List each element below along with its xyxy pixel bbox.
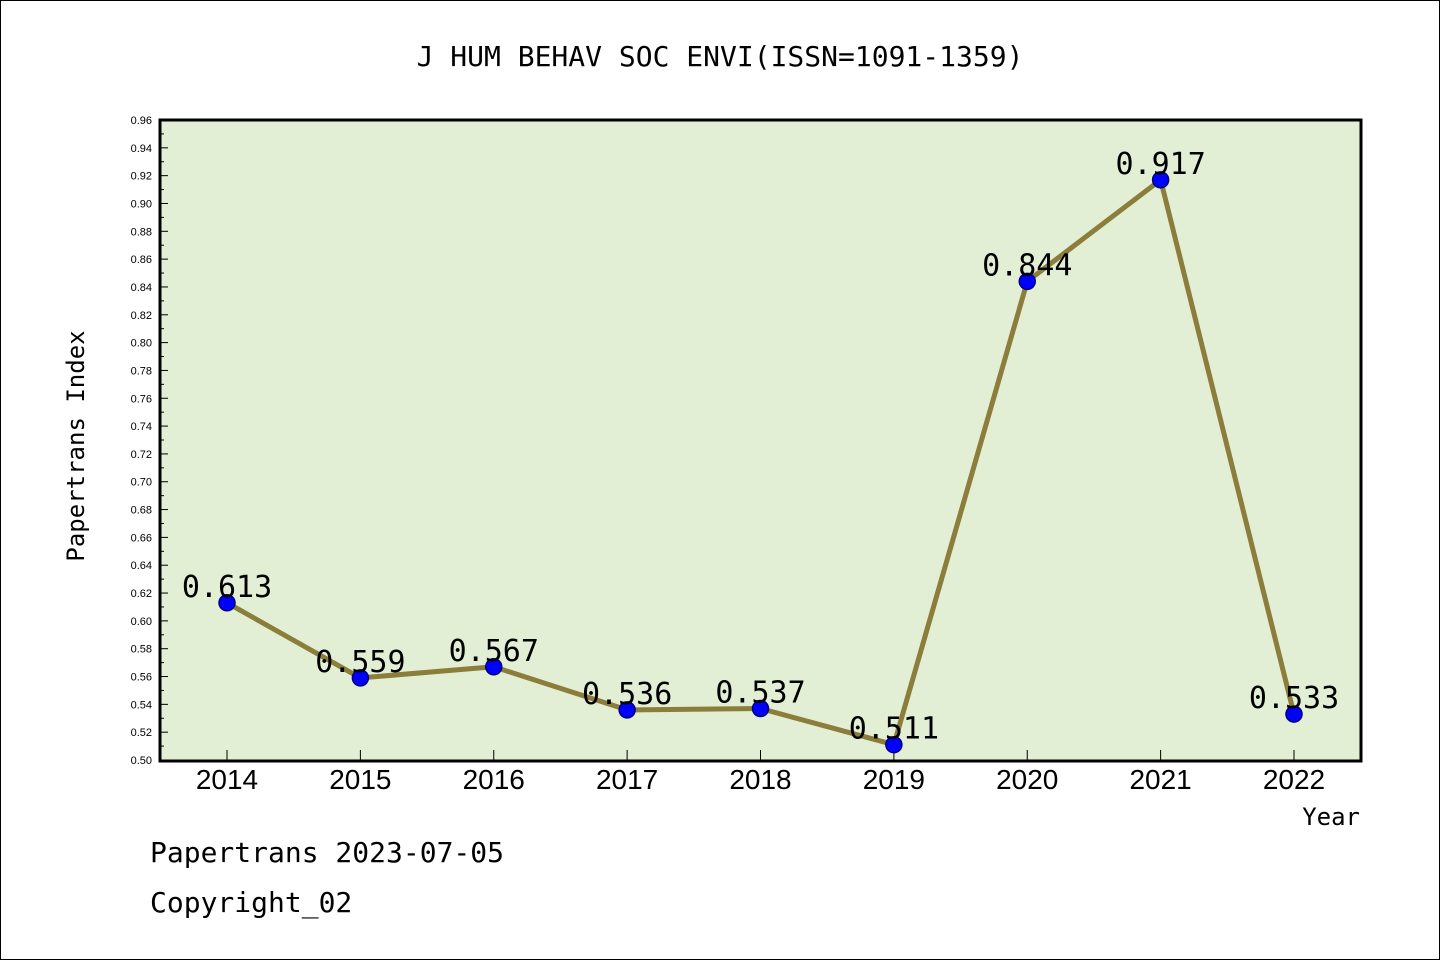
- y-tick-label: 0.90: [131, 198, 152, 210]
- y-tick-label: 0.58: [131, 644, 152, 656]
- data-point: [218, 594, 236, 612]
- y-tick-label: 0.72: [131, 449, 152, 461]
- y-tick-label: 0.76: [131, 393, 152, 405]
- x-tick-label: 2020: [996, 764, 1058, 795]
- y-tick-label: 0.86: [131, 254, 152, 266]
- plot-area: [158, 118, 1363, 763]
- y-tick-label: 0.92: [131, 171, 152, 183]
- data-point: [485, 658, 503, 676]
- x-tick-label: 2017: [596, 764, 658, 795]
- y-tick-label: 0.82: [131, 310, 152, 322]
- data-label: 0.559: [315, 645, 405, 680]
- x-tick-label: 2019: [863, 764, 925, 795]
- x-axis-label: Year: [1302, 803, 1360, 831]
- data-point: [751, 699, 770, 718]
- y-tick-label: 0.54: [131, 699, 152, 711]
- data-point: [1285, 705, 1303, 723]
- y-tick-label: 0.78: [131, 365, 152, 377]
- data-label: 0.567: [449, 634, 539, 669]
- y-tick-label: 0.70: [131, 477, 152, 489]
- y-tick-label: 0.66: [131, 532, 152, 544]
- y-tick-label: 0.80: [131, 338, 152, 350]
- y-tick-label: 0.88: [131, 226, 152, 238]
- chart-title: J HUM BEHAV SOC ENVI(ISSN=1091-1359): [417, 40, 1024, 73]
- data-point: [1018, 272, 1036, 291]
- data-label: 0.536: [582, 677, 672, 712]
- footer-copyright: Copyright_02: [150, 886, 353, 919]
- y-tick-label: 0.94: [131, 143, 152, 155]
- x-tick-label: 2016: [463, 764, 525, 795]
- y-tick-label: 0.60: [131, 616, 152, 628]
- y-tick-label: 0.50: [131, 755, 152, 767]
- y-tick-label: 0.96: [131, 115, 152, 127]
- data-labels: 0.613 0.559 0.567 0.536 0.537 0.511 0.844 0.917…: [182, 147, 1339, 747]
- y-tick-label: 0.62: [131, 588, 152, 600]
- x-tick-label: 2022: [1263, 764, 1325, 795]
- data-point: [351, 669, 370, 687]
- x-tick-label: 2015: [329, 764, 391, 795]
- y-tick-label: 0.52: [131, 727, 152, 739]
- data-point: [1151, 171, 1170, 189]
- data-point: [885, 735, 903, 754]
- data-markers: [218, 171, 1303, 754]
- x-axis: 2014 2015 2016 2017 2018 2019 2020 2021 2022: [196, 750, 1325, 795]
- x-tick-label: 2014: [196, 764, 258, 795]
- y-axis-label: Papertrans Index: [62, 330, 90, 561]
- data-label: 0.511: [849, 712, 939, 747]
- y-tick-label: 0.74: [131, 421, 152, 433]
- data-label: 0.537: [715, 676, 805, 711]
- x-tick-label: 2021: [1129, 764, 1191, 795]
- data-label: 0.844: [982, 248, 1072, 283]
- y-axis: 0.50 0.52 0.54 0.56 0.58 0.60 0.62 0.64 0.66 0.68…: [131, 115, 168, 767]
- footer-date: Papertrans 2023-07-05: [150, 836, 505, 869]
- y-tick-label: 0.56: [131, 672, 152, 684]
- y-tick-label: 0.84: [131, 282, 152, 294]
- data-label: 0.917: [1115, 147, 1205, 182]
- x-tick-label: 2018: [729, 764, 791, 795]
- data-point: [618, 701, 636, 719]
- y-tick-label: 0.68: [131, 505, 152, 517]
- y-tick-label: 0.64: [131, 560, 152, 572]
- data-label: 0.533: [1249, 681, 1339, 716]
- data-label: 0.613: [182, 570, 272, 605]
